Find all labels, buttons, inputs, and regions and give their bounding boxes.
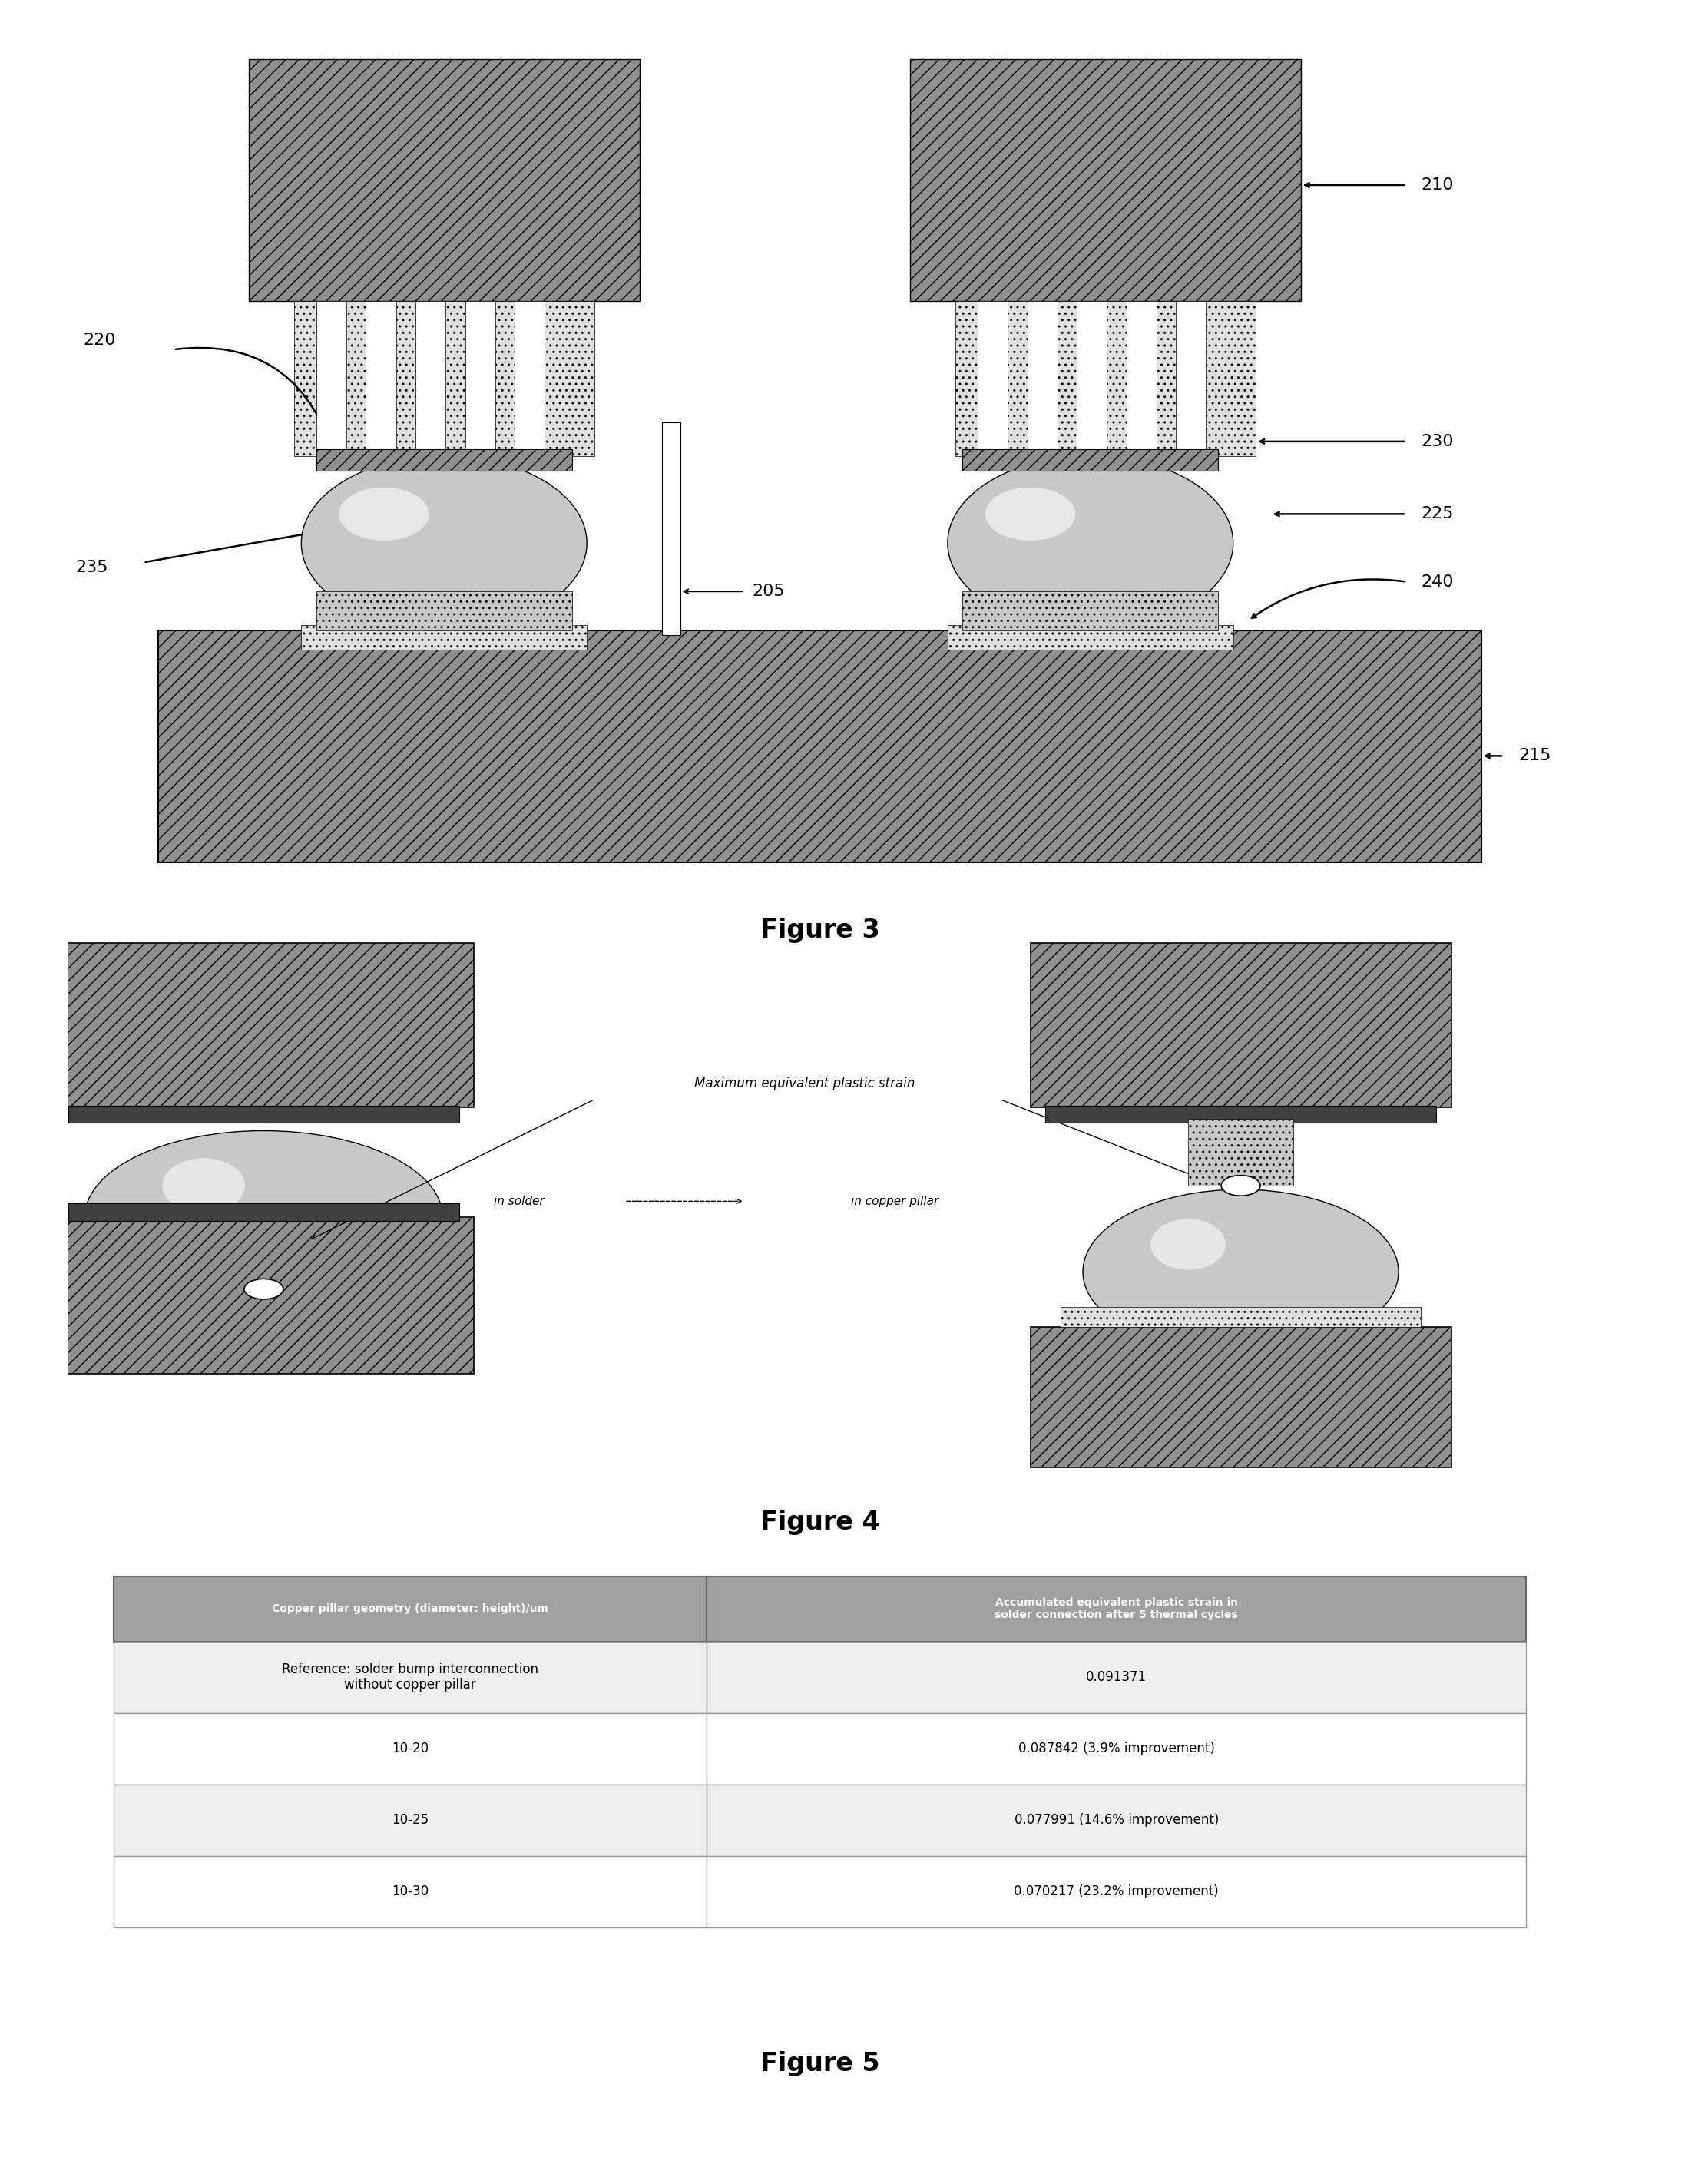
Text: 10-30: 10-30	[391, 1885, 429, 1898]
Bar	[707, 1785, 1527, 1855]
Bar	[465, 300, 495, 455]
Bar	[316, 448, 572, 470]
Bar	[1189, 1119, 1293, 1186]
Bar	[707, 1576, 1527, 1641]
Bar	[1177, 300, 1206, 455]
Text: Copper pillar geometry (diameter: height)/um: Copper pillar geometry (diameter: height…	[272, 1604, 548, 1613]
Text: Figure 5: Figure 5	[760, 2051, 880, 2077]
Bar	[316, 300, 347, 455]
Bar	[53, 943, 475, 1108]
Text: 225: 225	[1421, 507, 1454, 522]
Text: in solder: in solder	[494, 1195, 545, 1206]
Text: 210: 210	[1421, 176, 1454, 194]
Text: 220: 220	[84, 333, 116, 348]
Bar	[707, 1713, 1527, 1785]
Text: Accumulated equivalent plastic strain in
solder connection after 5 thermal cycle: Accumulated equivalent plastic strain in…	[996, 1598, 1238, 1620]
Text: in copper pillar: in copper pillar	[851, 1195, 939, 1206]
Ellipse shape	[301, 455, 588, 629]
Bar	[68, 1204, 459, 1221]
Ellipse shape	[948, 455, 1233, 629]
Bar	[68, 1106, 459, 1123]
Circle shape	[244, 1278, 284, 1300]
Circle shape	[1221, 1176, 1261, 1195]
Bar	[113, 1576, 707, 1641]
Bar	[415, 300, 446, 455]
Bar	[113, 1713, 707, 1785]
Text: 0.070217 (23.2% improvement): 0.070217 (23.2% improvement)	[1015, 1885, 1220, 1898]
Ellipse shape	[1151, 1219, 1226, 1269]
Bar	[1027, 300, 1057, 455]
Text: 215: 215	[1518, 749, 1551, 764]
Ellipse shape	[1083, 1189, 1399, 1354]
Text: Figure 4: Figure 4	[760, 1511, 880, 1535]
Ellipse shape	[986, 488, 1076, 540]
Bar	[113, 1785, 707, 1855]
Bar	[707, 1855, 1527, 1927]
Bar	[1045, 1106, 1436, 1123]
Bar	[301, 625, 588, 649]
Text: 10-25: 10-25	[391, 1813, 429, 1827]
Bar	[963, 448, 1218, 470]
Bar	[910, 59, 1301, 300]
Bar	[1061, 1306, 1421, 1326]
Bar	[53, 1217, 475, 1374]
Bar	[1127, 300, 1156, 455]
Bar	[249, 59, 639, 300]
Bar	[977, 300, 1008, 455]
Bar	[1030, 1326, 1452, 1467]
Text: 10-20: 10-20	[391, 1742, 429, 1755]
Bar	[663, 422, 680, 636]
Bar	[316, 592, 572, 629]
Text: 235: 235	[75, 559, 109, 575]
Text: 0.087842 (3.9% improvement): 0.087842 (3.9% improvement)	[1018, 1742, 1214, 1755]
Bar	[514, 300, 545, 455]
Bar	[948, 625, 1233, 649]
Text: 0.077991 (14.6% improvement): 0.077991 (14.6% improvement)	[1015, 1813, 1220, 1827]
Bar	[294, 300, 594, 455]
Bar	[1076, 300, 1107, 455]
Bar	[366, 300, 396, 455]
Text: 205: 205	[752, 583, 786, 599]
Ellipse shape	[162, 1158, 244, 1213]
Text: 240: 240	[1421, 575, 1454, 590]
Bar	[707, 1641, 1527, 1713]
Ellipse shape	[85, 1130, 442, 1304]
Bar	[113, 1855, 707, 1927]
Ellipse shape	[338, 488, 429, 540]
Text: Reference: solder bump interconnection
without copper pillar: Reference: solder bump interconnection w…	[282, 1663, 538, 1692]
Text: 230: 230	[1421, 433, 1454, 448]
Bar	[113, 1641, 707, 1713]
Bar	[159, 629, 1481, 862]
Text: 0.091371: 0.091371	[1086, 1670, 1148, 1685]
Bar	[955, 300, 1255, 455]
Text: Maximum equivalent plastic strain: Maximum equivalent plastic strain	[695, 1078, 915, 1091]
Bar	[1030, 943, 1452, 1108]
Text: Figure 3: Figure 3	[760, 917, 880, 943]
Bar	[963, 592, 1218, 629]
